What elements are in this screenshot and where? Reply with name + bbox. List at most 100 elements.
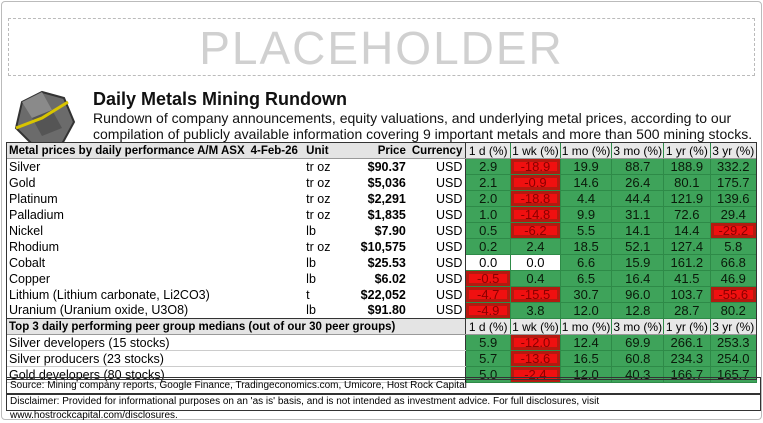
header-date: 4-Feb-26 bbox=[247, 142, 304, 159]
metal-row: Copper lb $6.02 USD -0.5 0.4 6.5 16.4 41.5 46.9 bbox=[6, 270, 758, 287]
change-cell: -2.4 bbox=[510, 366, 561, 383]
change-cell: 0.0 bbox=[465, 254, 512, 271]
change-cell: 69.9 bbox=[611, 334, 665, 351]
metal-row: Uranium (Uranium oxide, U3O8) lb $91.80 USD… bbox=[6, 302, 758, 319]
change-cell: 12.0 bbox=[560, 366, 613, 383]
metal-price: $22,052 bbox=[360, 287, 406, 302]
change-cell: 0.4 bbox=[510, 270, 561, 287]
change-cell: -15.5 bbox=[510, 286, 561, 303]
metal-currency: USD bbox=[408, 158, 467, 175]
change-cell: 14.6 bbox=[560, 174, 613, 191]
header-period: 1 d (%) bbox=[465, 318, 512, 335]
change-cell: 5.8 bbox=[710, 238, 758, 255]
disclaimer-note: Disclaimer: Provided for informational p… bbox=[6, 393, 761, 421]
change-cell: 5.9 bbox=[465, 334, 512, 351]
change-cell: 139.6 bbox=[710, 190, 758, 207]
change-cell: 5.5 bbox=[560, 222, 613, 239]
header-currency: Currency bbox=[408, 142, 467, 159]
change-cell: -13.6 bbox=[510, 350, 561, 367]
change-cell: 127.4 bbox=[663, 238, 711, 255]
header-unit: Unit bbox=[303, 142, 351, 159]
change-cell: 14.4 bbox=[663, 222, 711, 239]
change-cell: 16.4 bbox=[611, 270, 665, 287]
change-cell: 31.1 bbox=[611, 206, 665, 223]
metal-row: Platinum tr oz $2,291 USD 2.0 -18.8 4.4 44.4 121… bbox=[6, 190, 758, 207]
spacer bbox=[248, 159, 304, 175]
metal-name: Rhodium bbox=[9, 239, 60, 254]
metal-name: Cobalt bbox=[9, 255, 46, 270]
change-cell: 41.5 bbox=[663, 270, 711, 287]
peer-name: Gold developers (80 stocks) bbox=[6, 366, 467, 383]
header-period: 1 wk (%) bbox=[510, 318, 561, 335]
change-cell: 44.4 bbox=[611, 190, 665, 207]
header-metal: Metal prices by daily performance A/M AS… bbox=[6, 142, 248, 159]
spacer bbox=[248, 239, 304, 255]
spacer bbox=[248, 271, 304, 287]
change-cell: 166.7 bbox=[663, 366, 711, 383]
change-cell: -6.2 bbox=[510, 222, 561, 239]
change-cell: 165.7 bbox=[710, 366, 758, 383]
metal-unit: tr oz bbox=[306, 191, 331, 206]
spacer bbox=[248, 287, 304, 303]
metal-unit: lb bbox=[306, 271, 316, 286]
metal-price: $6.02 bbox=[374, 271, 406, 286]
change-cell: -4.7 bbox=[465, 286, 512, 303]
metal-price: $5,036 bbox=[367, 175, 406, 190]
metal-name: Palladium bbox=[9, 207, 64, 222]
change-cell: -29.2 bbox=[710, 222, 758, 239]
change-cell: 14.1 bbox=[611, 222, 665, 239]
header-price: Price bbox=[350, 142, 409, 159]
metal-unit: tr oz bbox=[306, 159, 331, 174]
change-cell: 2.1 bbox=[465, 174, 512, 191]
spacer bbox=[248, 207, 304, 223]
peers-header-row: Top 3 daily performing peer group median… bbox=[6, 318, 758, 335]
metal-currency: USD bbox=[408, 222, 467, 239]
metal-currency: USD bbox=[408, 238, 467, 255]
change-cell: 80.1 bbox=[663, 174, 711, 191]
change-cell: -12.0 bbox=[510, 334, 561, 351]
peers-header-label: Top 3 daily performing peer group median… bbox=[6, 318, 467, 335]
change-cell: 5.7 bbox=[465, 350, 512, 367]
change-cell: 88.7 bbox=[611, 158, 665, 175]
change-cell: 18.5 bbox=[560, 238, 613, 255]
change-cell: 66.8 bbox=[710, 254, 758, 271]
page-description: Rundown of company announcements, equity… bbox=[93, 110, 753, 142]
header-period: 3 yr (%) bbox=[710, 318, 758, 335]
change-cell: 6.6 bbox=[560, 254, 613, 271]
change-cell: 161.2 bbox=[663, 254, 711, 271]
metal-row: Palladium tr oz $1,835 USD 1.0 -14.8 9.9 31.1 72… bbox=[6, 206, 758, 223]
change-cell: 40.3 bbox=[611, 366, 665, 383]
rock-logo-icon bbox=[14, 90, 76, 148]
spacer bbox=[248, 303, 304, 319]
metal-price: $91.80 bbox=[367, 303, 406, 318]
change-cell: 12.0 bbox=[560, 302, 613, 319]
metals-header-row: Metal prices by daily performance A/M AS… bbox=[6, 142, 758, 159]
change-cell: 103.7 bbox=[663, 286, 711, 303]
metal-price: $1,835 bbox=[367, 207, 406, 222]
change-cell: 188.9 bbox=[663, 158, 711, 175]
metal-price: $2,291 bbox=[367, 191, 406, 206]
page-title: Daily Metals Mining Rundown bbox=[93, 89, 348, 109]
header-period: 1 yr (%) bbox=[663, 142, 711, 159]
metal-row: Rhodium tr oz $10,575 USD 0.2 2.4 18.5 52.1 127.… bbox=[6, 238, 758, 255]
metal-unit: lb bbox=[306, 255, 316, 270]
metal-price: $25.53 bbox=[367, 255, 406, 270]
change-cell: -55.6 bbox=[710, 286, 758, 303]
change-cell: 2.9 bbox=[465, 158, 512, 175]
placeholder-banner: PLACEHOLDER bbox=[8, 18, 755, 76]
change-cell: 254.0 bbox=[710, 350, 758, 367]
change-cell: 2.0 bbox=[465, 190, 512, 207]
peer-name: Silver developers (15 stocks) bbox=[6, 334, 467, 351]
change-cell: -18.9 bbox=[510, 158, 561, 175]
change-cell: 4.4 bbox=[560, 190, 613, 207]
metal-row: Silver tr oz $90.37 USD 2.9 -18.9 19.9 88.7 188.… bbox=[6, 158, 758, 175]
metal-currency: USD bbox=[408, 206, 467, 223]
peer-row: Silver developers (15 stocks) 5.9 -12.0 12.… bbox=[6, 334, 758, 351]
change-cell: 72.6 bbox=[663, 206, 711, 223]
change-cell: 6.5 bbox=[560, 270, 613, 287]
change-cell: -4.9 bbox=[465, 302, 512, 319]
change-cell: 9.9 bbox=[560, 206, 613, 223]
change-cell: -14.8 bbox=[510, 206, 561, 223]
change-cell: 60.8 bbox=[611, 350, 665, 367]
peer-name: Silver producers (23 stocks) bbox=[6, 350, 467, 367]
